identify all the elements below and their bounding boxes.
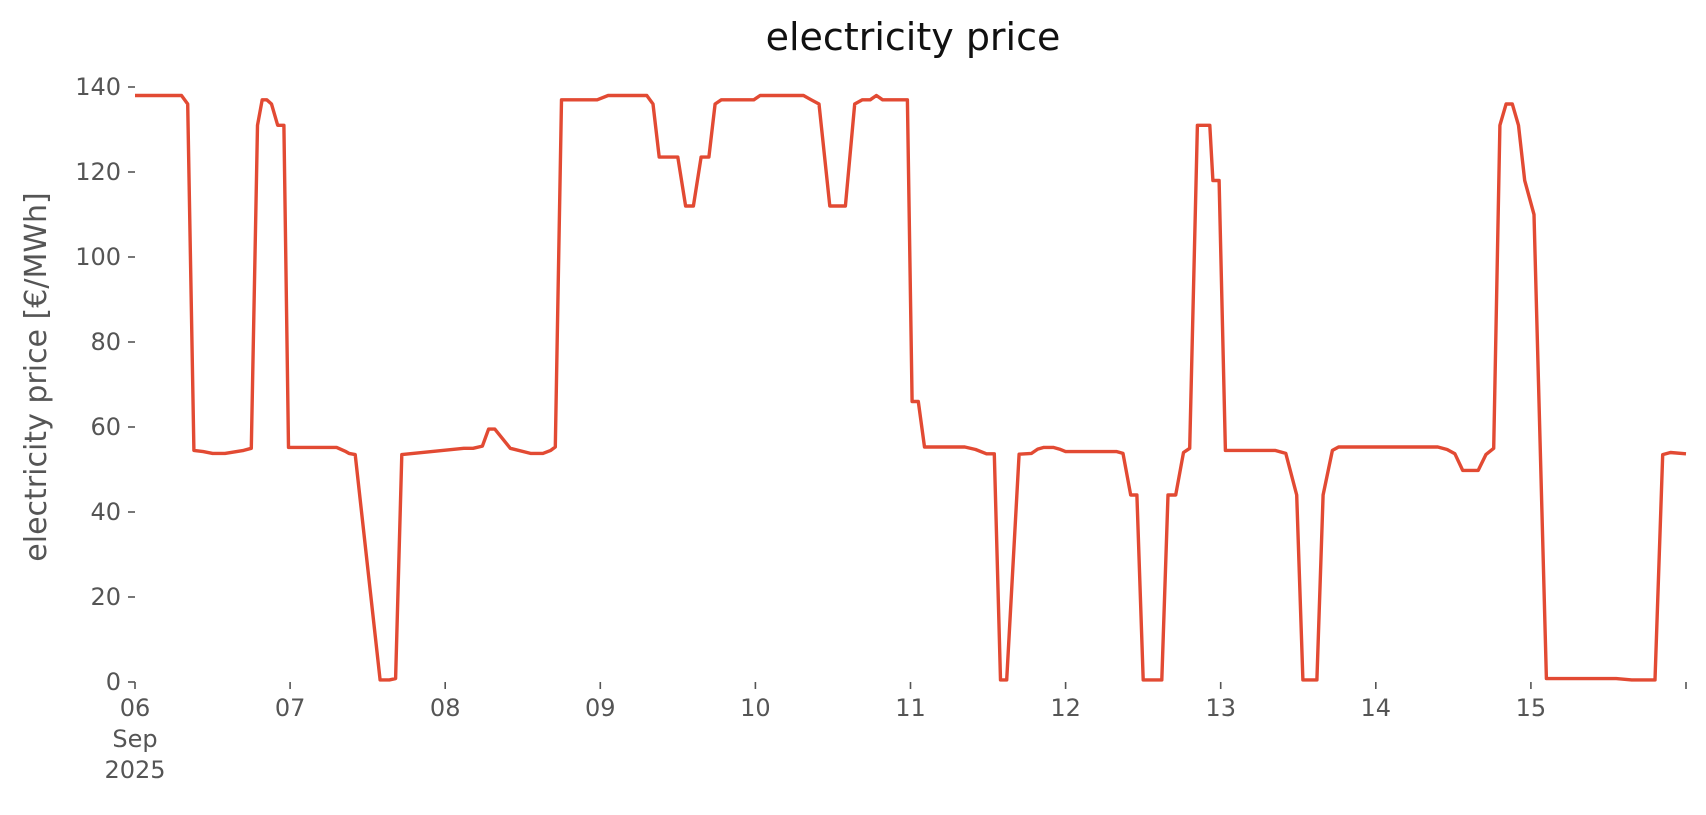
x-tick-label: 15 xyxy=(1516,694,1547,722)
x-axis: 06 Sep 2025 07 08 09 10 11 12 13 14 15 xyxy=(104,682,1687,784)
y-tick-label: 80 xyxy=(90,328,121,356)
x-tick-label: 12 xyxy=(1050,694,1081,722)
y-tick-label: 60 xyxy=(90,413,121,441)
y-axis: 0 20 40 60 80 100 120 140 xyxy=(75,73,135,696)
price-series-line xyxy=(135,93,1687,682)
y-tick-label: 120 xyxy=(75,158,121,186)
y-tick-label: 140 xyxy=(75,73,121,101)
x-tick-label: 08 xyxy=(430,694,461,722)
x-tick-label: 06 xyxy=(120,694,151,722)
x-tick-label: 09 xyxy=(585,694,616,722)
x-tick-label: 10 xyxy=(740,694,771,722)
x-tick-label: 13 xyxy=(1205,694,1236,722)
x-tick-sublabel: 2025 xyxy=(104,756,165,784)
x-tick-label: 14 xyxy=(1361,694,1392,722)
x-tick-sublabel: Sep xyxy=(112,725,157,753)
x-tick-label: 11 xyxy=(895,694,926,722)
y-tick-label: 100 xyxy=(75,243,121,271)
y-tick-label: 20 xyxy=(90,583,121,611)
chart-title: electricity price xyxy=(766,15,1061,59)
y-axis-label: electricity price [€/MWh] xyxy=(19,192,54,561)
y-tick-label: 0 xyxy=(106,668,121,696)
y-tick-label: 40 xyxy=(90,498,121,526)
x-tick-label: 07 xyxy=(275,694,306,722)
